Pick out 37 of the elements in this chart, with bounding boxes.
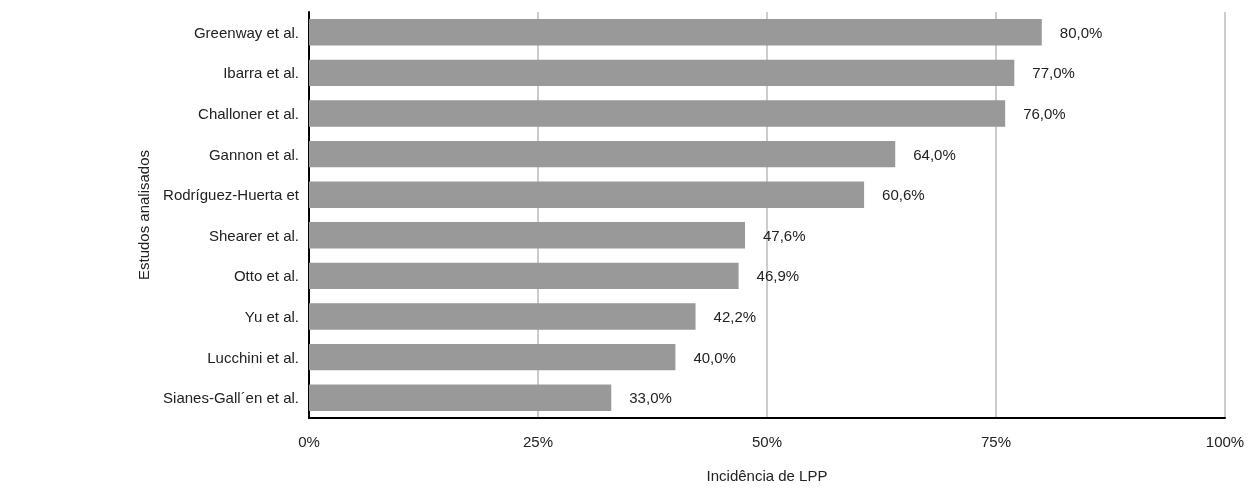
data-label: 76,0% xyxy=(1023,105,1066,122)
data-label: 64,0% xyxy=(913,145,956,163)
y-tick-label: Otto et al. xyxy=(233,267,299,285)
data-label: 60,6% xyxy=(882,186,925,204)
y-tick-label: Challoner et al. xyxy=(198,105,299,122)
data-label: 80,0% xyxy=(1059,23,1103,41)
data-label: 77,0% xyxy=(1032,64,1075,82)
bar xyxy=(309,262,739,290)
x-tick-label: 50% xyxy=(751,433,783,450)
y-tick-label: Yu et al. xyxy=(244,308,299,325)
data-label: 46,9% xyxy=(756,267,800,285)
y-tick-label: Shearer et al. xyxy=(208,226,299,244)
bar xyxy=(309,222,746,249)
x-tick-label: 100% xyxy=(1205,433,1245,450)
y-tick-label: Lucchini et al. xyxy=(207,348,299,366)
data-label: 40,0% xyxy=(693,348,736,366)
y-tick-label: Gannon et al. xyxy=(208,145,299,163)
bar xyxy=(309,59,1015,87)
bar xyxy=(309,343,676,371)
bar xyxy=(309,19,1042,46)
y-tick-label: Ibarra et al. xyxy=(223,64,299,82)
bar xyxy=(309,100,1006,127)
x-tick-label: 75% xyxy=(980,433,1012,450)
x-axis-title: Incidência de LPP xyxy=(706,467,828,484)
bar xyxy=(309,181,865,208)
y-tick-label: Sianes-Gall´en et al. xyxy=(163,389,299,407)
x-tick-label: 0% xyxy=(298,433,320,450)
bar xyxy=(309,384,612,411)
data-label: 42,2% xyxy=(713,308,757,325)
y-tick-label: Rodríguez-Huerta et xyxy=(163,186,300,204)
bar xyxy=(309,303,696,330)
y-axis-title: Estudos analisados xyxy=(135,149,152,281)
x-tick-label: 25% xyxy=(522,433,554,450)
data-label: 33,0% xyxy=(629,389,672,407)
data-label: 47,6% xyxy=(763,226,806,244)
y-tick-label: Greenway et al. xyxy=(193,23,299,41)
bar xyxy=(309,140,896,168)
